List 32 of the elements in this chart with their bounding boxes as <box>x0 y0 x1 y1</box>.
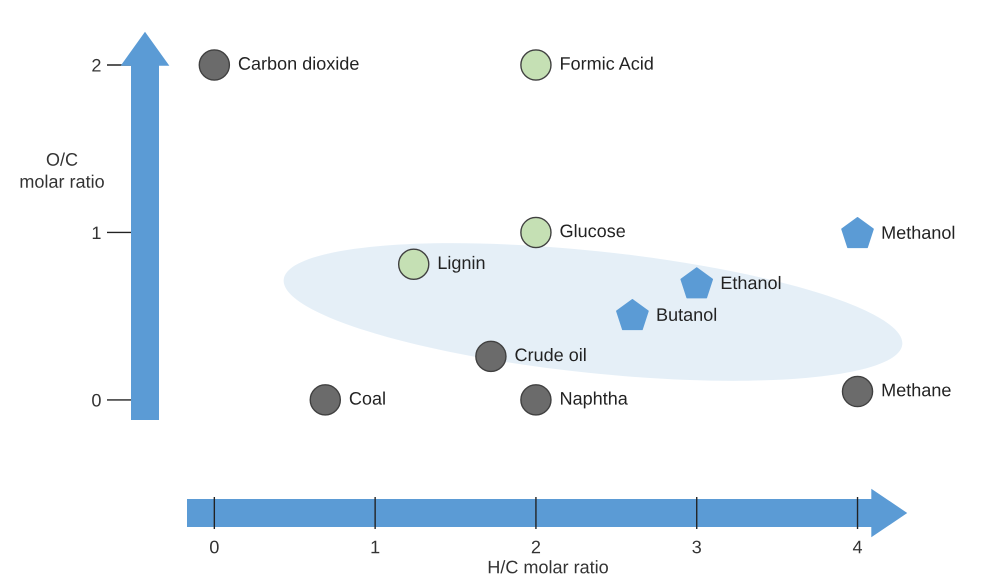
x-tick-label: 3 <box>692 540 701 554</box>
point <box>520 384 552 416</box>
annotation: Methanol <box>882 226 954 239</box>
point <box>616 299 649 330</box>
annotation: Naphtha <box>561 391 628 408</box>
annotation: Crude oil <box>515 348 586 362</box>
point <box>680 267 714 298</box>
y-tick-label: 2 <box>92 58 101 72</box>
y-tick-label: 1 <box>92 226 101 239</box>
x-tick-label: 4 <box>852 540 862 554</box>
point <box>475 340 507 372</box>
annotation: Coal <box>350 391 385 405</box>
point <box>520 49 552 81</box>
y-axis-title: O/C molar ratio <box>20 152 104 188</box>
annotation: Methane <box>882 383 951 396</box>
annotation: Ethanol <box>722 276 780 290</box>
annotation: Butanol <box>658 308 716 322</box>
x-tick-label: 0 <box>210 540 219 554</box>
annotation: Formic Acid <box>561 56 653 70</box>
point <box>520 216 552 248</box>
point <box>842 376 874 408</box>
x-tick-label: 2 <box>532 540 540 554</box>
x-axis-title: H/C molar ratio <box>488 560 608 574</box>
point <box>841 217 874 248</box>
point <box>310 384 342 416</box>
annotation: Carbon dioxide <box>238 56 359 70</box>
point <box>198 49 230 81</box>
point <box>398 248 430 280</box>
annotation: Glucose <box>560 224 625 238</box>
y-tick-label: 0 <box>92 394 101 407</box>
annotation: Lignin <box>438 256 484 273</box>
x-tick-label: 1 <box>371 540 380 554</box>
